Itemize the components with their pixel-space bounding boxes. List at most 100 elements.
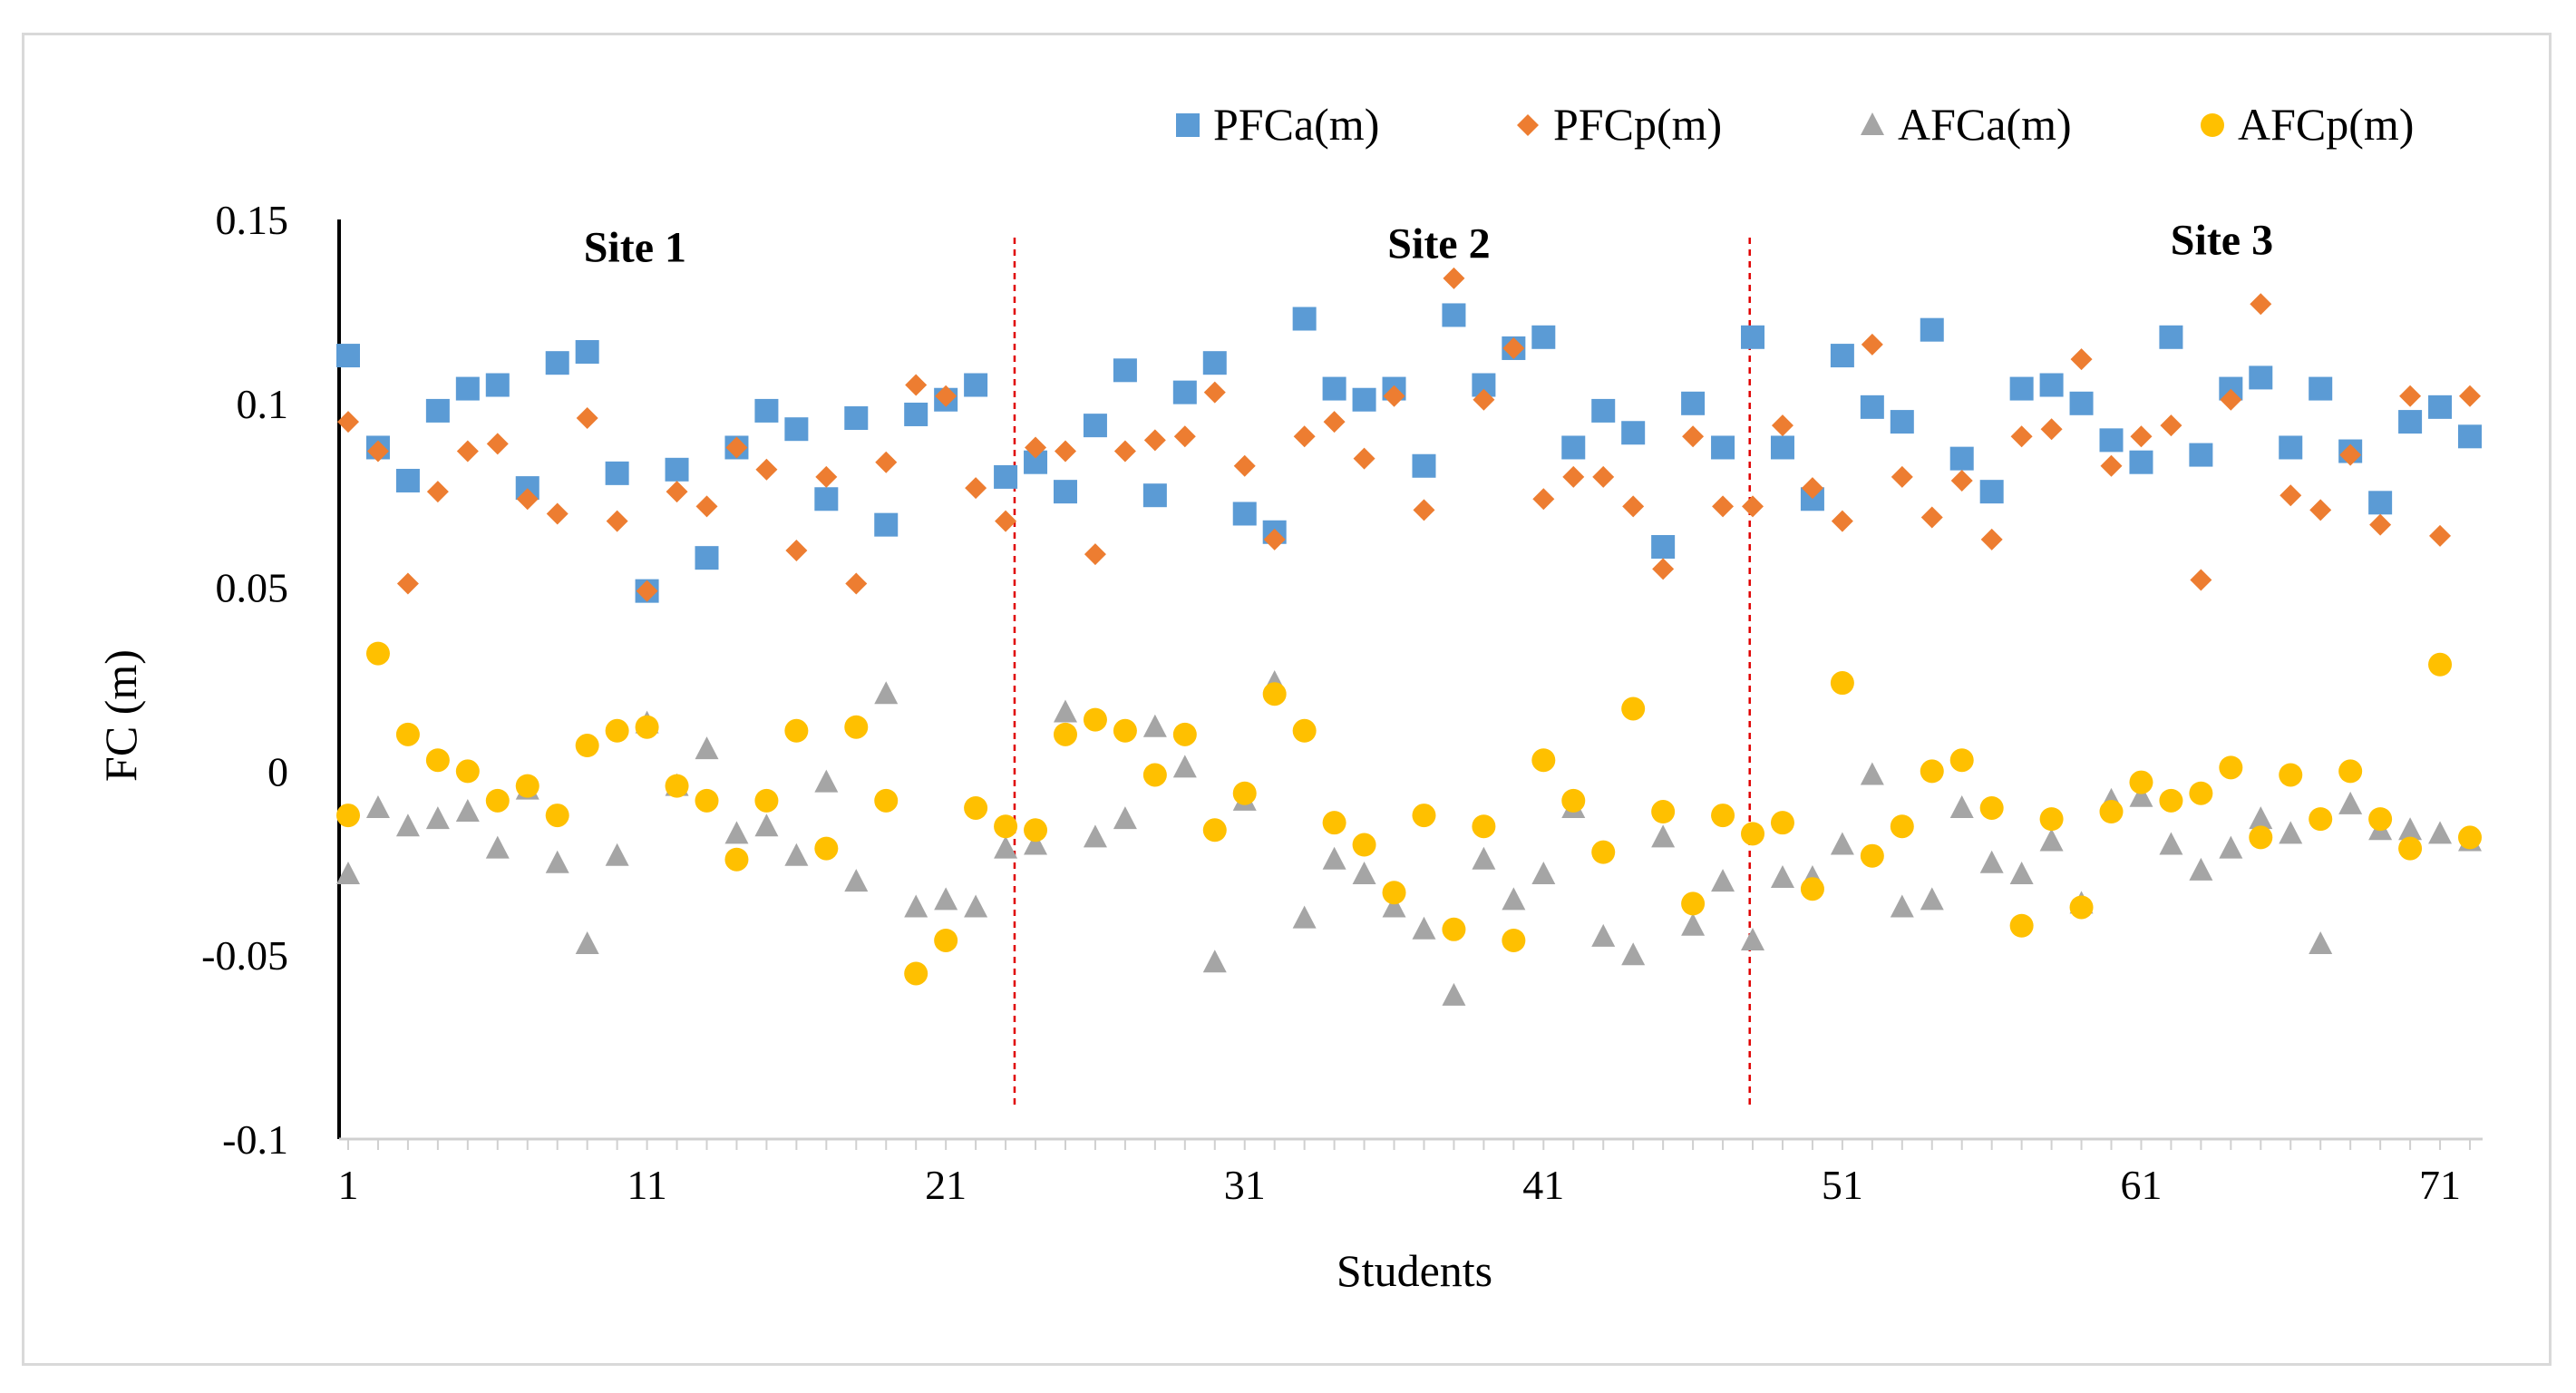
data-point-diamond xyxy=(845,572,868,595)
data-point-circle xyxy=(2249,825,2273,850)
data-point-triangle xyxy=(695,736,719,760)
data-point-diamond xyxy=(995,510,1017,532)
data-point-square xyxy=(994,464,1018,489)
data-point-circle xyxy=(1621,696,1646,721)
axes xyxy=(337,219,2483,1141)
legend-marker-diamond xyxy=(1517,114,1539,136)
data-point-square xyxy=(1979,480,2004,504)
data-point-square xyxy=(1890,410,1914,434)
legend-label: AFCa(m) xyxy=(1898,99,2072,150)
data-point-triangle xyxy=(1890,894,1914,918)
data-point-diamond xyxy=(785,540,808,562)
data-point-circle xyxy=(1232,781,1257,805)
data-point-diamond xyxy=(426,481,449,503)
data-point-circle xyxy=(2189,781,2213,805)
data-point-triangle xyxy=(1502,887,1526,911)
data-point-triangle xyxy=(2159,832,2183,855)
data-point-square xyxy=(1860,395,1884,419)
data-point-diamond xyxy=(1682,425,1705,448)
data-point-diamond xyxy=(1920,506,1943,529)
data-point-circle xyxy=(1711,804,1735,828)
data-point-circle xyxy=(2159,788,2183,813)
data-point-triangle xyxy=(425,806,450,830)
data-point-triangle xyxy=(455,799,480,823)
x-tick-label: 31 xyxy=(1224,1162,1266,1208)
data-point-square xyxy=(2039,373,2064,397)
x-tick-labels: 1 11 21 31 41 51 61 71 xyxy=(338,1139,2471,1208)
data-point-circle xyxy=(1472,814,1496,839)
data-point-square xyxy=(2279,435,2303,460)
data-point-circle xyxy=(1800,877,1824,901)
data-point-square xyxy=(1113,358,1137,383)
y-tick-label: 0.1 xyxy=(237,381,289,427)
data-point-triangle xyxy=(724,821,749,844)
data-point-triangle xyxy=(1382,894,1406,918)
data-point-triangle xyxy=(2129,784,2153,807)
data-point-diamond xyxy=(1742,495,1764,518)
data-point-diamond xyxy=(1562,465,1585,488)
data-point-diamond xyxy=(1622,495,1645,518)
data-point-circle xyxy=(754,788,779,813)
data-point-diamond xyxy=(725,436,748,459)
data-point-circle xyxy=(1502,928,1526,952)
data-point-triangle xyxy=(395,813,420,837)
data-point-triangle xyxy=(1830,832,1854,855)
data-point-circle xyxy=(1053,722,1077,746)
data-point-diamond xyxy=(666,481,688,503)
data-point-triangle xyxy=(2428,821,2453,844)
legend-label: PFCp(m) xyxy=(1553,99,1722,150)
data-point-triangle xyxy=(1083,824,1107,848)
data-point-triangle xyxy=(575,931,599,955)
data-point-square xyxy=(814,487,839,511)
data-point-square xyxy=(425,398,450,423)
data-point-triangle xyxy=(2219,835,2243,859)
data-point-triangle xyxy=(814,769,839,793)
series-diamond-points xyxy=(337,267,2481,602)
data-point-diamond xyxy=(2100,454,2123,477)
data-point-circle xyxy=(2129,770,2153,794)
data-point-triangle xyxy=(485,835,510,859)
data-point-triangle xyxy=(1681,912,1706,936)
data-point-diamond xyxy=(2010,425,2033,448)
data-point-diamond xyxy=(2220,388,2242,411)
data-point-circle xyxy=(2279,763,2303,787)
data-point-circle xyxy=(545,804,569,828)
data-point-triangle xyxy=(2398,817,2423,841)
data-point-circle xyxy=(2099,800,2124,824)
data-point-square xyxy=(1621,421,1646,445)
data-point-square xyxy=(1053,480,1077,504)
data-point-circle xyxy=(1172,722,1197,746)
data-point-square xyxy=(2368,491,2393,515)
data-point-circle xyxy=(1142,763,1167,787)
data-point-square xyxy=(1920,317,1944,342)
data-point-diamond xyxy=(1233,454,1256,477)
data-point-diamond xyxy=(396,572,419,595)
data-point-square xyxy=(455,376,480,401)
data-point-triangle xyxy=(1531,861,1556,884)
data-point-diamond xyxy=(576,407,598,430)
data-point-square xyxy=(2398,410,2423,434)
data-point-circle xyxy=(1202,818,1227,843)
data-point-triangle xyxy=(1591,923,1616,947)
data-point-circle xyxy=(784,718,809,743)
y-tick-label: 0.15 xyxy=(216,197,289,243)
x-axis-title: Students xyxy=(1337,1245,1492,1296)
data-point-square xyxy=(2129,450,2153,474)
data-point-diamond xyxy=(2369,513,2392,536)
data-point-circle xyxy=(1830,671,1854,696)
data-point-triangle xyxy=(365,794,390,818)
data-point-diamond xyxy=(606,510,628,532)
data-point-triangle xyxy=(844,869,869,892)
data-point-diamond xyxy=(905,374,928,396)
data-point-diamond xyxy=(1263,528,1286,550)
data-point-triangle xyxy=(605,843,629,866)
data-point-circle xyxy=(814,836,839,861)
data-point-triangle xyxy=(1979,850,2004,873)
site-labels: Site 1 Site 2 Site 3 xyxy=(584,217,2273,272)
data-point-diamond xyxy=(456,440,479,463)
data-point-circle xyxy=(515,774,540,798)
data-point-circle xyxy=(2009,913,2034,938)
data-point-triangle xyxy=(964,894,988,918)
data-point-triangle xyxy=(1651,824,1676,848)
